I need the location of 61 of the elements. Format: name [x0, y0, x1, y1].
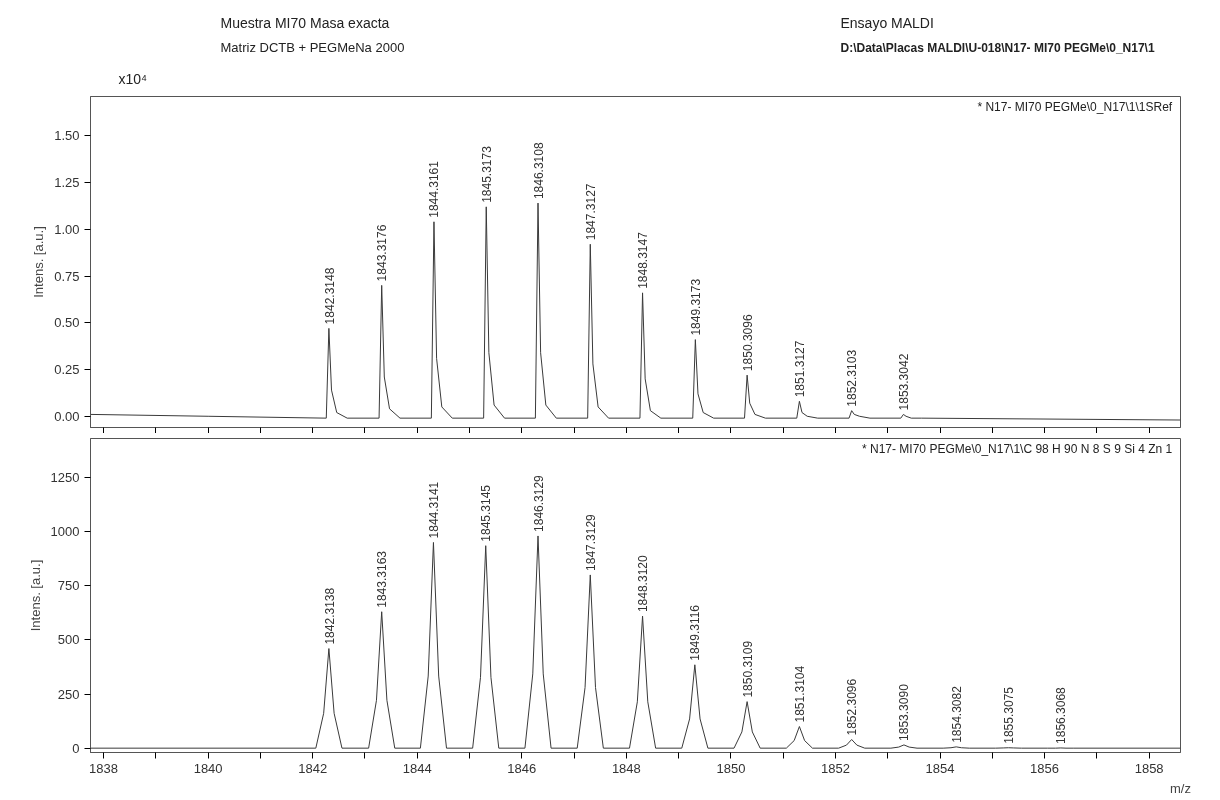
y-tick-label: 0: [72, 740, 80, 756]
annotation: 1842.3138: [322, 587, 337, 645]
y-tick-label: 500: [57, 632, 80, 648]
annotation: 1854.3082: [949, 685, 964, 743]
annotation: 1846.3129: [531, 474, 546, 532]
x-tick-label: 1842: [298, 760, 328, 776]
annotation: 1850.3109: [740, 640, 755, 698]
x-axis-title: m/z: [1170, 780, 1191, 796]
x-tick-label: 1838: [89, 760, 119, 776]
y-tick-label: 1250: [50, 469, 80, 485]
annotation: 1849.3116: [688, 604, 703, 661]
annotation: 1845.3145: [479, 484, 494, 542]
x-tick-label: 1844: [402, 760, 432, 776]
annotation: 1848.3120: [636, 555, 651, 613]
annotation: 1852.3103: [845, 349, 860, 407]
annotation: 1842.3148: [322, 267, 337, 325]
annotation: 1853.3042: [897, 353, 912, 411]
annotation: 1855.3075: [1001, 686, 1016, 744]
x-tick-label: 1858: [1134, 760, 1164, 776]
annotation: 1848.3147: [636, 231, 651, 289]
annotation: * N17- MI70 PEGMe\0_N17\1\C 98 H 90 N 8 S 9 Si 4 Zn 1: [862, 441, 1173, 456]
y-tick-label: 0.75: [54, 268, 80, 284]
y-tick-label: 0.25: [54, 362, 80, 378]
annotation: 1847.3129: [583, 513, 598, 571]
y-tick-label: 0.00: [54, 408, 80, 424]
chart-subtitle: Matriz DCTB + PEGMeNa 2000: [220, 39, 405, 55]
annotation: 1851.3104: [792, 665, 807, 723]
text: Ensayo MALDI: [840, 14, 934, 31]
x-tick-label: 1852: [821, 760, 850, 776]
annotation: 1843.3176: [375, 224, 390, 282]
annotation: 1843.3163: [375, 550, 389, 608]
x-tick-label: 1850: [716, 760, 746, 776]
text: x10⁴: [118, 70, 148, 87]
y-axis-title: Intens. [a.u.]: [27, 559, 43, 632]
y-tick-label: 1.50: [54, 128, 80, 144]
y-tick-label: 250: [57, 686, 80, 702]
y-tick-label: 1000: [50, 524, 80, 540]
chart-title: Muestra MI70 Masa exacta: [220, 14, 390, 31]
y-axis-title: Intens. [a.u.]: [31, 226, 47, 298]
annotation: 1845.3173: [479, 145, 494, 203]
annotation: 1856.3068: [1054, 686, 1069, 744]
annotation: 1849.3173: [688, 278, 703, 336]
annotation: * N17- MI70 PEGMe\0_N17\1\1SRef: [977, 99, 1173, 114]
x-tick-label: 1848: [611, 760, 641, 776]
x-tick-label: 1854: [925, 760, 955, 776]
x-tick-label: 1846: [507, 760, 537, 776]
y-tick-label: 750: [57, 578, 80, 594]
text: D:\Data\Placas MALDI\U-018\N17- MI70 PEGMe\0_N17\1: [840, 40, 1155, 55]
annotation: 1850.3096: [740, 314, 755, 372]
y-tick-label: 0.50: [54, 315, 80, 331]
annotation: 1851.3127: [793, 340, 808, 398]
annotation: 1846.3108: [531, 142, 546, 200]
annotation: 1847.3127: [583, 183, 598, 241]
x-tick-label: 1840: [193, 760, 223, 776]
annotation: 1844.3161: [427, 160, 442, 218]
y-tick-label: 1.25: [54, 175, 80, 191]
annotation: 1853.3090: [897, 683, 912, 741]
y-tick-label: 1.00: [54, 221, 80, 237]
annotation: 1844.3141: [427, 481, 442, 539]
annotation: 1852.3096: [845, 678, 860, 736]
x-tick-label: 1856: [1030, 760, 1060, 776]
